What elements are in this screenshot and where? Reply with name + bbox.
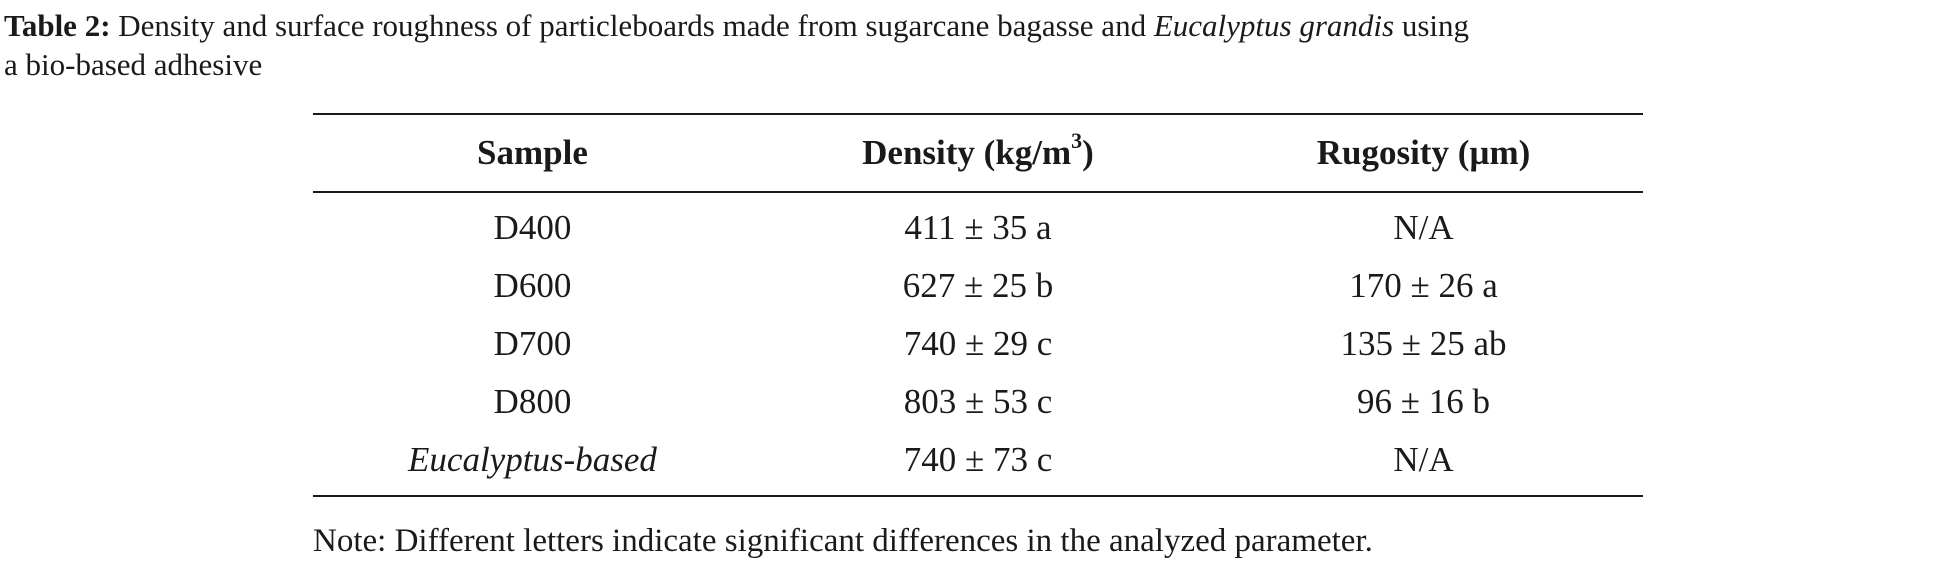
caption-label: Table 2:: [4, 8, 111, 43]
cell-density: 627 ± 25 b: [902, 266, 1054, 305]
cell-sample: D800: [493, 382, 572, 421]
header-density-prefix: Density (kg/m: [862, 133, 1072, 172]
cell-density: 740 ± 29 c: [903, 324, 1053, 363]
caption-text-part1: Density and surface roughness of particl…: [110, 8, 1154, 43]
density-roughness-table: Sample Density (kg/m3) Rugosity (µm) D40…: [313, 113, 1643, 497]
cell-sample: D600: [493, 266, 572, 305]
header-density: Density (kg/m3): [752, 114, 1204, 192]
caption-text-line2: a bio-based adhesive: [4, 47, 263, 82]
table-caption: Table 2: Density and surface roughness o…: [4, 6, 1954, 84]
table-row: D400 411 ± 35 a N/A: [313, 192, 1643, 257]
cell-density: 740 ± 73 c: [903, 440, 1053, 479]
table-row: Eucalyptus-based 740 ± 73 c N/A: [313, 431, 1643, 496]
cell-sample: D700: [493, 324, 572, 363]
cell-rugosity: 170 ± 26 a: [1349, 266, 1498, 305]
cell-rugosity: N/A: [1393, 208, 1454, 247]
cell-density: 803 ± 53 c: [903, 382, 1053, 421]
table-row: D700 740 ± 29 c 135 ± 25 ab: [313, 315, 1643, 373]
cell-sample: Eucalyptus-based: [408, 440, 657, 479]
cell-rugosity: 96 ± 16 b: [1357, 382, 1491, 421]
caption-species-name: Eucalyptus grandis: [1153, 8, 1395, 43]
header-rugosity: Rugosity (µm): [1316, 133, 1531, 172]
table-row: D600 627 ± 25 b 170 ± 26 a: [313, 257, 1643, 315]
cell-sample: D400: [493, 208, 572, 247]
cell-density: 411 ± 35 a: [904, 208, 1052, 247]
cell-rugosity: 135 ± 25 ab: [1340, 324, 1507, 363]
table-row: D800 803 ± 53 c 96 ± 16 b: [313, 373, 1643, 431]
table-note: Note: Different letters indicate signifi…: [313, 523, 1373, 559]
header-density-superscript: 3: [1071, 128, 1083, 154]
cell-rugosity: N/A: [1393, 440, 1454, 479]
header-sample: Sample: [477, 133, 588, 172]
header-density-suffix: ): [1082, 133, 1094, 172]
table-header-row: Sample Density (kg/m3) Rugosity (µm): [313, 114, 1643, 192]
caption-text-part2: using: [1394, 8, 1470, 43]
data-table-container: Sample Density (kg/m3) Rugosity (µm) D40…: [313, 113, 1643, 497]
